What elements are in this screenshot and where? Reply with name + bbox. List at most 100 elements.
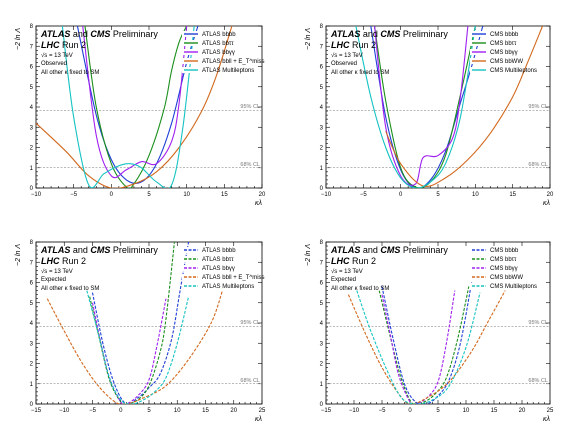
title-atlas: ATLAS bbox=[40, 29, 70, 39]
x-tick-label: −5 bbox=[379, 408, 387, 414]
y-tick-label: 1 bbox=[30, 166, 34, 172]
legend-label-fourth: CMS bbWW bbox=[490, 275, 523, 281]
y-axis-label: −2 ln Λ bbox=[305, 244, 312, 266]
series-line-multileptons bbox=[356, 290, 481, 404]
y-tick-label: 1 bbox=[320, 382, 324, 388]
y-axis-label: −2 ln Λ bbox=[15, 28, 22, 50]
x-tick-label: −15 bbox=[31, 408, 42, 414]
y-axis-label: −2 ln Λ bbox=[305, 28, 312, 50]
y-tick-label: 2 bbox=[30, 146, 34, 152]
legend-label-bbtautau: CMS bbττ bbox=[490, 257, 517, 263]
cl-reference-label: 95% CL bbox=[240, 104, 260, 110]
series-line-bbtautau bbox=[84, 26, 188, 188]
series-line-fourth bbox=[347, 290, 506, 404]
x-tick-label: −5 bbox=[89, 408, 97, 414]
cl-reference-label: 95% CL bbox=[240, 320, 260, 326]
x-axis-label: κλ bbox=[543, 200, 551, 207]
chart-subtitle: LHC Run 2 bbox=[41, 40, 86, 50]
chart-subtitle: LHC Run 2 bbox=[41, 256, 86, 266]
y-tick-label: 3 bbox=[320, 341, 324, 347]
x-tick-label: 5 bbox=[436, 408, 440, 414]
legend-label-bbgammagamma: CMS bbγγ bbox=[490, 266, 518, 272]
legend-label-multileptons: ATLAS Multileptons bbox=[202, 68, 254, 74]
title-and: and bbox=[360, 245, 380, 255]
series-line-fourth bbox=[385, 26, 544, 188]
legend-label-bbgammagamma: CMS bbγγ bbox=[490, 50, 518, 56]
y-tick-label: 3 bbox=[320, 125, 324, 131]
chart-panel-bottom-left: 0 1 2 3 4 5 6 7 8 −15 −10 −5 0 5 10 15 20 25 κλ −2 ln Λ 95% … bbox=[15, 240, 266, 423]
legend-label-bbgammagamma: ATLAS bbγγ bbox=[202, 266, 235, 272]
y-tick-label: 4 bbox=[320, 105, 324, 111]
title-atlas: ATLAS bbox=[330, 29, 360, 39]
title-and: and bbox=[70, 245, 90, 255]
title-preliminary: Preliminary bbox=[110, 245, 158, 255]
x-tick-label: 25 bbox=[547, 408, 554, 414]
y-tick-label: 0 bbox=[320, 402, 324, 408]
x-tick-label: 0 bbox=[399, 192, 403, 198]
series-line-bbgammagamma bbox=[91, 298, 167, 404]
series-line-bbgammagamma bbox=[82, 26, 188, 179]
x-tick-label: 10 bbox=[472, 192, 479, 198]
y-tick-label: 0 bbox=[30, 402, 34, 408]
chart-title: ATLAS and CMS Preliminary bbox=[330, 245, 448, 255]
energy-label: √s = 13 TeV bbox=[331, 268, 363, 275]
y-tick-label: 7 bbox=[320, 260, 324, 266]
subtitle-run: Run 2 bbox=[60, 256, 87, 266]
title-preliminary: Preliminary bbox=[400, 29, 448, 39]
x-tick-label: 15 bbox=[491, 408, 498, 414]
y-tick-label: 5 bbox=[30, 85, 34, 91]
y-tick-label: 7 bbox=[30, 260, 34, 266]
energy-label: √s = 13 TeV bbox=[41, 52, 73, 59]
x-tick-label: 10 bbox=[174, 408, 181, 414]
x-tick-label: 15 bbox=[509, 192, 516, 198]
x-tick-label: −10 bbox=[349, 408, 360, 414]
series-line-bbgammagamma bbox=[381, 290, 456, 404]
status-label: Expected bbox=[331, 277, 356, 283]
y-tick-label: 6 bbox=[320, 65, 324, 71]
x-tick-label: −5 bbox=[360, 192, 368, 198]
chart-title: ATLAS and CMS Preliminary bbox=[330, 29, 448, 39]
x-axis-label: κλ bbox=[255, 416, 263, 423]
y-tick-label: 0 bbox=[320, 186, 324, 192]
title-cms: CMS bbox=[90, 245, 110, 255]
energy-label: √s = 13 TeV bbox=[41, 268, 73, 275]
title-atlas: ATLAS bbox=[330, 245, 360, 255]
y-tick-label: 8 bbox=[320, 240, 324, 246]
chart-subtitle: LHC Run 2 bbox=[331, 256, 376, 266]
subtitle-lhc: LHC bbox=[41, 256, 60, 266]
legend-label-bbtautau: ATLAS bbττ bbox=[202, 257, 234, 263]
legend-label-multileptons: CMS Multileptons bbox=[490, 284, 537, 290]
subtitle-lhc: LHC bbox=[41, 40, 60, 50]
x-tick-label: −5 bbox=[70, 192, 78, 198]
y-tick-label: 0 bbox=[30, 186, 34, 192]
legend-label-bbbb: ATLAS bbbb bbox=[202, 32, 236, 38]
title-and: and bbox=[70, 29, 90, 39]
y-tick-label: 5 bbox=[320, 85, 324, 91]
x-tick-label: 20 bbox=[547, 192, 554, 198]
title-cms: CMS bbox=[380, 29, 400, 39]
subtitle-run: Run 2 bbox=[350, 40, 377, 50]
status-label: Observed bbox=[331, 61, 357, 67]
x-axis-label: κλ bbox=[255, 200, 263, 207]
title-preliminary: Preliminary bbox=[110, 29, 158, 39]
status-label: Expected bbox=[41, 277, 66, 283]
chart-panel-bottom-right: 0 1 2 3 4 5 6 7 8 −15 −10 −5 0 5 10 15 20 25 κλ −2 ln Λ 95% … bbox=[305, 240, 554, 423]
series-line-fourth bbox=[46, 290, 223, 404]
y-tick-label: 3 bbox=[30, 125, 34, 131]
title-cms: CMS bbox=[380, 245, 400, 255]
x-tick-label: 25 bbox=[259, 408, 266, 414]
series-line-multileptons bbox=[355, 26, 476, 188]
energy-label: √s = 13 TeV bbox=[331, 52, 363, 59]
x-tick-label: 0 bbox=[119, 408, 123, 414]
chart-subtitle: LHC Run 2 bbox=[331, 40, 376, 50]
legend-label-bbbb: CMS bbbb bbox=[490, 248, 519, 254]
chart-panel-top-right: 0 1 2 3 4 5 6 7 8 −10 −5 0 5 10 15 20 κλ −2 ln Λ 95% CL 68%… bbox=[305, 24, 554, 207]
y-tick-label: 7 bbox=[320, 44, 324, 50]
y-tick-label: 3 bbox=[30, 341, 34, 347]
y-tick-label: 5 bbox=[30, 301, 34, 307]
legend-label-fourth: ATLAS bbll + E_T^miss bbox=[202, 275, 265, 281]
title-and: and bbox=[360, 29, 380, 39]
cl-reference-label: 68% CL bbox=[528, 162, 548, 168]
